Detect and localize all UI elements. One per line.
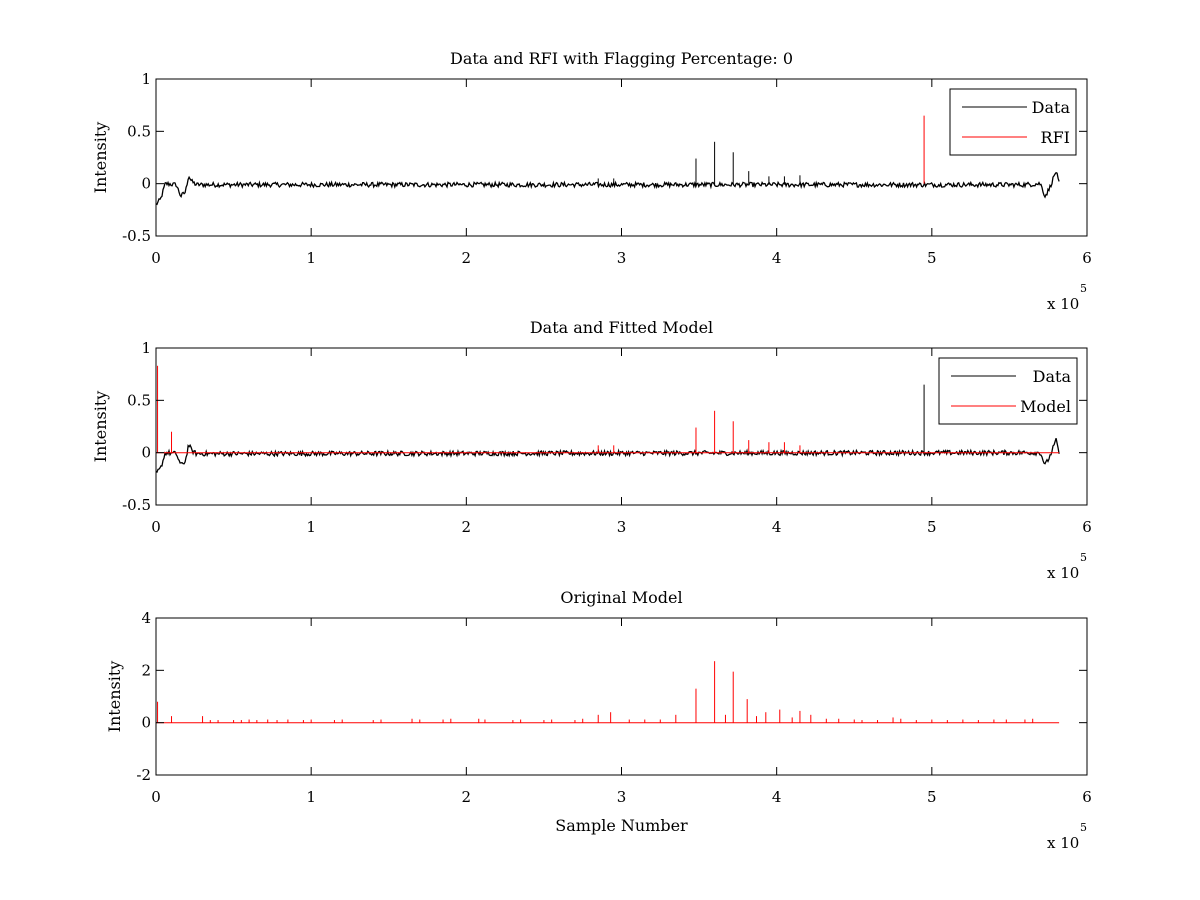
y-axis-label: Intensity bbox=[91, 122, 110, 194]
y-tick-label: -0.5 bbox=[122, 227, 151, 245]
x-tick-label: 2 bbox=[462, 249, 472, 267]
legend-label: Data bbox=[1032, 98, 1071, 117]
chart-title: Original Model bbox=[560, 588, 682, 607]
series-line bbox=[155, 438, 1060, 473]
x-exponent: 5 bbox=[1080, 821, 1087, 834]
x-tick-label: 6 bbox=[1082, 788, 1092, 806]
x-exponent: 5 bbox=[1080, 282, 1087, 295]
series-data bbox=[155, 384, 1060, 473]
y-tick-label: 4 bbox=[141, 609, 151, 627]
x-tick-label: 2 bbox=[462, 518, 472, 536]
legend-label: Model bbox=[1020, 397, 1071, 416]
y-tick-label: 0.5 bbox=[127, 391, 151, 409]
x-tick-label: 4 bbox=[772, 518, 782, 536]
series-model bbox=[156, 365, 1060, 454]
panel-1: Data and RFI with Flagging Percentage: 0… bbox=[91, 49, 1092, 313]
x-tick-label: 2 bbox=[462, 788, 472, 806]
axes-box bbox=[155, 78, 1088, 237]
x-tick-label: 0 bbox=[151, 788, 161, 806]
legend-box bbox=[949, 88, 1077, 156]
panel-3: Original Model Intensity Sample Number 0 1 2 3… bbox=[105, 588, 1092, 852]
x-multiplier: x 10 bbox=[1047, 295, 1079, 313]
series-model bbox=[156, 661, 1060, 724]
x-tick-label: 6 bbox=[1082, 249, 1092, 267]
y-tick-label: 0 bbox=[141, 444, 151, 462]
y-tick-label: -2 bbox=[136, 766, 151, 784]
legend: Data RFI bbox=[949, 88, 1077, 156]
x-tick-label: 1 bbox=[306, 788, 316, 806]
x-tick-label: 1 bbox=[306, 249, 316, 267]
chart-title: Data and Fitted Model bbox=[530, 318, 713, 337]
x-tick-label: 4 bbox=[772, 249, 782, 267]
legend-box bbox=[938, 357, 1078, 425]
legend-label: RFI bbox=[1041, 128, 1070, 147]
x-tick-label: 3 bbox=[617, 249, 627, 267]
y-tick-label: 0.5 bbox=[127, 122, 151, 140]
y-tick-label: -0.5 bbox=[122, 496, 151, 514]
legend: Data Model bbox=[938, 357, 1078, 425]
y-axis-label: Intensity bbox=[91, 391, 110, 463]
x-tick-label: 5 bbox=[927, 518, 937, 536]
x-tick-label: 4 bbox=[772, 788, 782, 806]
x-tick-label: 1 bbox=[306, 518, 316, 536]
y-axis-label: Intensity bbox=[105, 661, 124, 733]
x-tick-label: 5 bbox=[927, 249, 937, 267]
series-data bbox=[155, 141, 1060, 206]
y-tick-label: 1 bbox=[141, 339, 151, 357]
chart-title: Data and RFI with Flagging Percentage: 0 bbox=[450, 49, 793, 68]
x-tick-label: 3 bbox=[617, 788, 627, 806]
series-line bbox=[155, 171, 1060, 206]
x-tick-label: 5 bbox=[927, 788, 937, 806]
x-multiplier: x 10 bbox=[1047, 834, 1079, 852]
x-exponent: 5 bbox=[1080, 551, 1087, 564]
x-tick-label: 6 bbox=[1082, 518, 1092, 536]
y-tick-label: 1 bbox=[141, 70, 151, 88]
panel-2: Data and Fitted Model Intensity 0 1 2 3 4 5 6 -0.… bbox=[91, 318, 1092, 582]
x-tick-label: 0 bbox=[151, 249, 161, 267]
x-tick-label: 3 bbox=[617, 518, 627, 536]
legend-label: Data bbox=[1033, 367, 1072, 386]
y-tick-label: 0 bbox=[141, 175, 151, 193]
y-tick-label: 2 bbox=[141, 661, 151, 679]
x-multiplier: x 10 bbox=[1047, 564, 1079, 582]
x-axis-label: Sample Number bbox=[555, 816, 688, 835]
x-tick-label: 0 bbox=[151, 518, 161, 536]
y-tick-label: 0 bbox=[141, 714, 151, 732]
axes-box bbox=[155, 617, 1088, 776]
